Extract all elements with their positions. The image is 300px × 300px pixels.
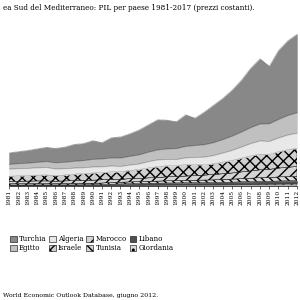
Legend: Turchia, Egitto, Algeria, Israele, Marocco, Tunisia, Libano, Giordania: Turchia, Egitto, Algeria, Israele, Maroc… <box>10 236 174 252</box>
Text: World Economic Outlook Database, giugno 2012.: World Economic Outlook Database, giugno … <box>3 293 158 298</box>
Text: ea Sud del Mediterraneo: PIL per paese 1981-2017 (prezzi costanti).: ea Sud del Mediterraneo: PIL per paese 1… <box>3 4 255 13</box>
